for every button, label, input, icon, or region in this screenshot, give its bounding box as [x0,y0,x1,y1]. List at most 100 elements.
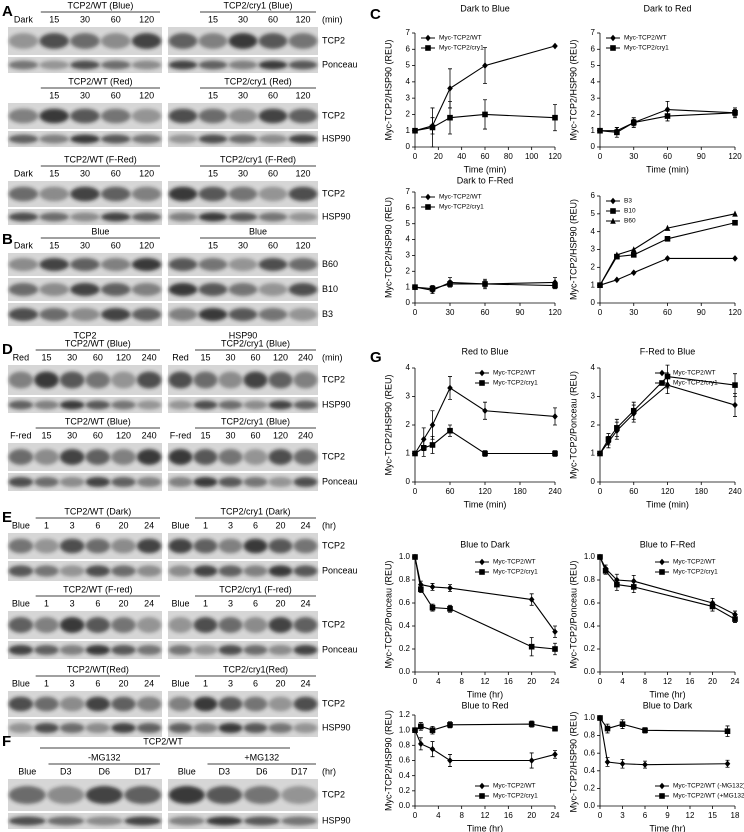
y-tick-label: 5 [406,219,411,228]
blot-band [59,476,85,488]
blot-band [8,283,39,296]
marker [664,236,671,242]
lane-label: 120 [295,90,310,100]
blot-band [59,538,85,554]
lane-label: 120 [273,430,288,440]
legend-marker [659,369,665,377]
blot-group-title: TCP2/cry1 (Dark) [220,506,290,516]
blot-band [85,400,111,410]
blot-band [101,60,131,70]
blot-group-title: TCP2/cry1 (Blue) [221,338,290,348]
y-tick-label: 2 [406,110,411,119]
x-tick-label: 180 [513,487,527,496]
y-tick-label: 1.2 [399,710,411,719]
lane-label: 120 [139,14,154,24]
lane-label: 120 [295,240,310,250]
blot-strip [8,813,162,829]
blot-band [39,60,69,70]
y-axis-label: Myc-TCP2/HSP90 (REU) [383,197,393,298]
blot-group-title: TCP2/WT (Blue) [65,338,131,348]
blot-band [293,400,318,410]
panel-label: B [2,231,13,248]
band-label: HSP90 [322,211,351,221]
blot-band [34,449,59,465]
blot-supertitle: TCP2/WT [143,736,183,746]
lane-label: F-red [170,430,192,440]
x-tick-label: 16 [504,677,513,686]
blot-band [39,212,69,222]
x-tick-label: 60 [629,487,638,496]
blot-band [288,33,318,49]
blot-band [8,722,34,734]
blot-band [131,258,162,271]
chart-title: F-Red to Blue [640,346,696,356]
lane-label: 120 [295,14,310,24]
marker [447,281,453,287]
blot-band [293,565,318,577]
marker [552,450,558,457]
blot-strip [8,533,162,559]
marker [412,554,418,560]
marker [528,721,535,727]
series-line [599,384,736,454]
blot-band [293,371,318,389]
marker [552,725,558,732]
marker [482,450,488,457]
y-tick-label: 3 [591,392,596,401]
legend-marker [425,45,431,51]
marker [429,745,436,753]
marker [630,584,637,590]
lane-label: 6 [253,598,258,608]
y-axis-label: Myc-TCP2/Ponceau (REU) [568,371,578,479]
blot-band [85,644,111,656]
marker [418,723,424,730]
x-tick-label: 12 [686,811,695,820]
lane-label: 60 [111,168,121,178]
legend-marker [659,380,665,386]
lane-label: D17 [134,766,151,776]
lane-label: 120 [139,90,154,100]
legend-marker [479,380,485,386]
blot-band [193,722,218,734]
marker [614,276,620,284]
lane-label: 240 [298,352,313,362]
lane-label: 1 [44,520,49,530]
blot-band [168,696,193,712]
x-tick-label: 0 [413,487,418,496]
blot-band [59,449,85,465]
y-tick-label: 7 [591,28,596,37]
blot-band [34,538,59,554]
blot-group-title: TCP2/WT (Red) [68,76,132,86]
blot-band [168,476,193,488]
marker [429,285,436,292]
blot-band [228,134,258,144]
lane-label: 3 [228,520,233,530]
marker [614,251,620,258]
blot-band [281,816,318,826]
blot-band [258,186,288,202]
lane-label: 3 [70,520,75,530]
marker [552,628,558,636]
chart-title: Red to Blue [461,346,508,356]
x-tick-label: 180 [695,487,709,496]
blot-band [198,186,228,202]
lane-label: 60 [268,240,278,250]
blot-band [111,696,136,712]
lane-label: 30 [238,14,248,24]
blot-band [34,722,59,734]
blot-group-title: TCP2/WT (F-Red) [64,154,137,164]
blot-band [228,212,258,222]
y-tick-label: 0.8 [399,740,411,749]
legend-label: Myc-TCP2/WT [673,559,716,566]
lane-label: Blue [171,520,189,530]
x-axis-label: Time (min) [464,164,507,174]
legend-label: Myc-TCP2/WT [439,35,482,42]
y-tick-label: 1 [591,126,596,135]
blot-group-title: Blue [91,226,109,236]
blot-group-title: TCP2/cry1 (F-red) [219,584,292,594]
band-label: HSP90 [322,722,351,732]
blot-group-title: TCP2/WT (Dark) [64,506,131,516]
blot-band [136,565,162,577]
blot-band [258,108,288,124]
blot-group-title: TCP2/WT (F-red) [63,584,132,594]
